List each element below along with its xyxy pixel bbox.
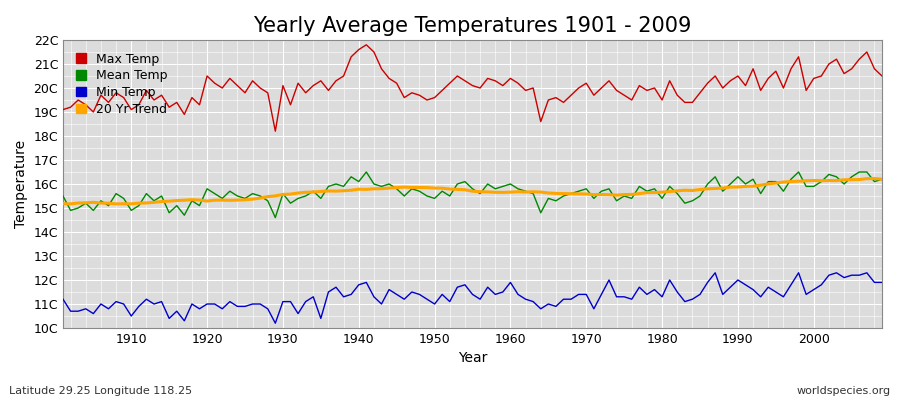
- Text: worldspecies.org: worldspecies.org: [796, 386, 891, 396]
- X-axis label: Year: Year: [458, 352, 487, 366]
- Legend: Max Temp, Mean Temp, Min Temp, 20 Yr Trend: Max Temp, Mean Temp, Min Temp, 20 Yr Tre…: [69, 46, 173, 122]
- Text: Latitude 29.25 Longitude 118.25: Latitude 29.25 Longitude 118.25: [9, 386, 192, 396]
- Y-axis label: Temperature: Temperature: [14, 140, 28, 228]
- Title: Yearly Average Temperatures 1901 - 2009: Yearly Average Temperatures 1901 - 2009: [253, 16, 692, 36]
